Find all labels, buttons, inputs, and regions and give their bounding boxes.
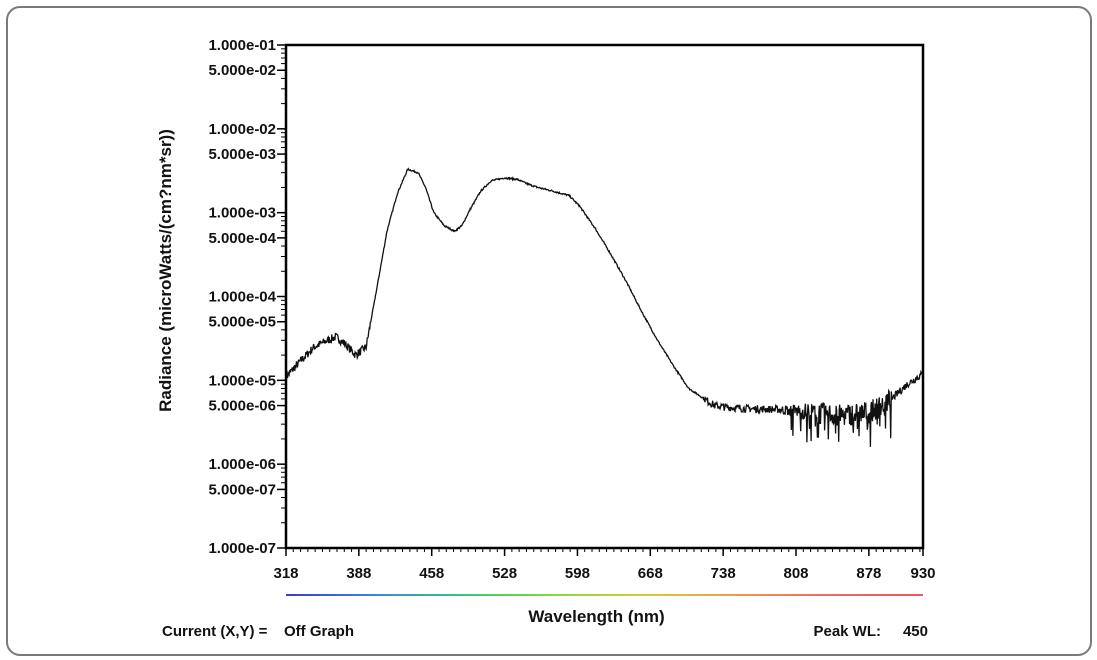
y-tick-label: 5.000e-06 bbox=[208, 398, 276, 415]
y-tick-label: 1.000e-02 bbox=[208, 121, 276, 138]
x-axis-label: Wavelength (nm) bbox=[528, 607, 664, 626]
x-tick-label: 668 bbox=[638, 565, 663, 582]
plot-area-border bbox=[284, 43, 925, 550]
wavelength-color-bar bbox=[286, 594, 923, 596]
y-axis-label: Radiance (microWatts/(cm?nm*sr)) bbox=[156, 129, 175, 412]
radiance-series-line bbox=[285, 167, 924, 447]
x-axis-ticks: 318 388 458 528 598 668 738 808 878 930 bbox=[273, 548, 936, 582]
x-tick-label: 318 bbox=[273, 565, 298, 582]
x-tick-label: 878 bbox=[856, 565, 881, 582]
y-tick-label: 1.000e-07 bbox=[208, 540, 276, 557]
y-tick-label: 1.000e-06 bbox=[208, 456, 276, 473]
y-tick-label: 5.000e-05 bbox=[208, 314, 276, 331]
current-xy-label: Current (X,Y) = bbox=[162, 623, 268, 640]
x-tick-label: 808 bbox=[784, 565, 809, 582]
y-axis-ticks: 1.000e-07 5.000e-07 1.000e-06 5.000e-06 1.00… bbox=[208, 37, 286, 557]
x-tick-label: 528 bbox=[492, 565, 517, 582]
peak-wl-label: Peak WL: bbox=[813, 623, 881, 640]
y-tick-label: 1.000e-03 bbox=[208, 205, 276, 222]
current-xy-value: Off Graph bbox=[284, 623, 354, 640]
y-tick-label: 1.000e-01 bbox=[208, 37, 276, 54]
y-tick-label: 1.000e-04 bbox=[208, 289, 276, 306]
peak-wl-value: 450 bbox=[903, 623, 928, 640]
x-tick-label: 458 bbox=[419, 565, 444, 582]
x-tick-label: 738 bbox=[711, 565, 736, 582]
y-tick-label: 5.000e-03 bbox=[208, 146, 276, 163]
y-tick-label: 5.000e-04 bbox=[208, 230, 276, 247]
y-tick-label: 5.000e-07 bbox=[208, 481, 276, 498]
y-tick-label: 1.000e-05 bbox=[208, 372, 276, 389]
x-tick-label: 388 bbox=[346, 565, 371, 582]
x-tick-label: 598 bbox=[565, 565, 590, 582]
y-tick-label: 5.000e-02 bbox=[208, 62, 276, 79]
x-tick-label: 930 bbox=[910, 565, 935, 582]
